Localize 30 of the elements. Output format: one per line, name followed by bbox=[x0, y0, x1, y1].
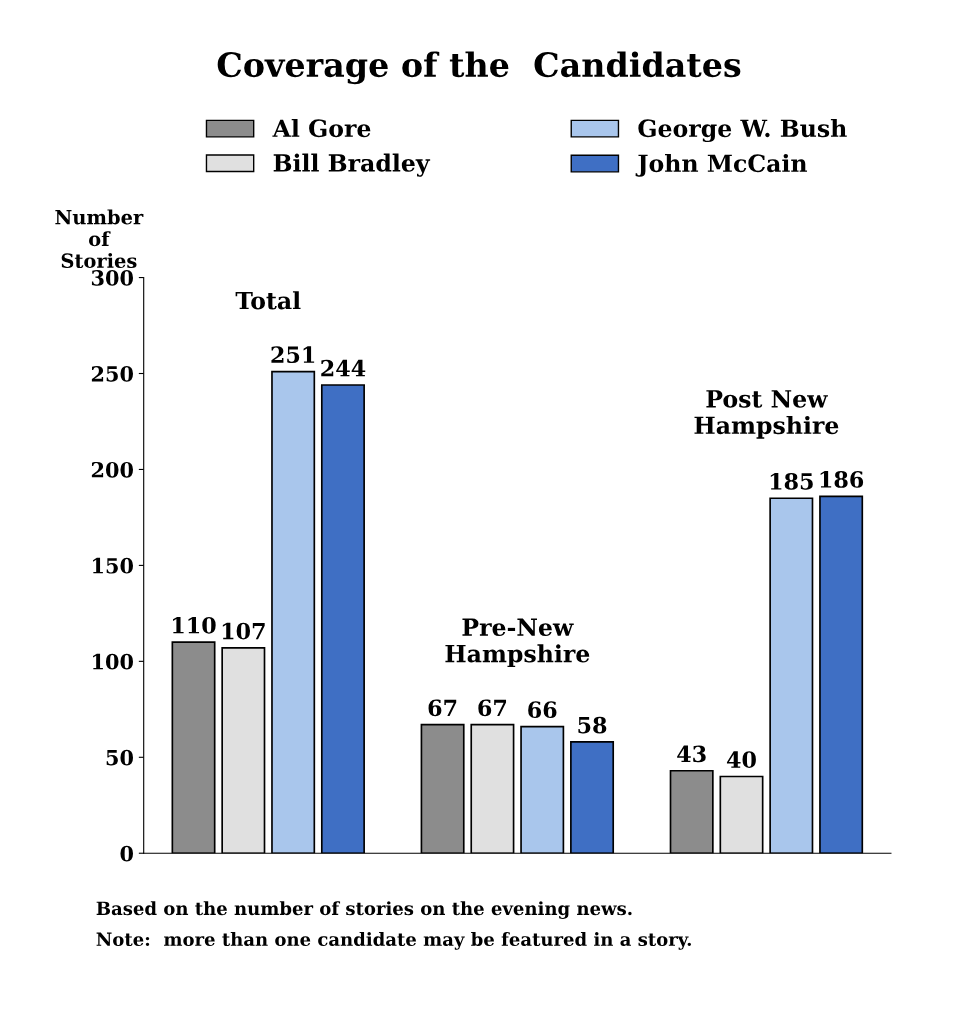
y-tick-label: 0 bbox=[120, 845, 133, 862]
data-label: 186 bbox=[820, 471, 864, 488]
y-tick-label: 200 bbox=[91, 461, 133, 478]
x-tick-label: Post New Hampshire bbox=[694, 390, 839, 439]
legend-label: John McCain bbox=[635, 153, 808, 177]
y-tick-label: 250 bbox=[91, 365, 133, 382]
legend-label: Al Gore bbox=[272, 118, 371, 138]
chart-title: Coverage of the Candidates bbox=[217, 51, 741, 85]
data-label: 185 bbox=[770, 472, 813, 490]
legend-label: Bill Bradley bbox=[273, 153, 431, 177]
y-tick-label: 100 bbox=[93, 653, 133, 670]
data-label: 107 bbox=[222, 622, 265, 640]
y-tick-label: 50 bbox=[106, 749, 133, 766]
data-label: 67 bbox=[428, 699, 457, 717]
x-tick-label: Pre-New Hampshire bbox=[445, 618, 590, 668]
data-label: 66 bbox=[528, 701, 557, 719]
data-label: 110 bbox=[173, 616, 216, 634]
data-label: 43 bbox=[677, 745, 706, 763]
y-axis-title: Number of Stories bbox=[55, 209, 144, 269]
legend-label: George W. Bush bbox=[638, 118, 847, 143]
y-tick-label: 300 bbox=[91, 270, 133, 286]
text: Note: more than one candidate may be featured in a story. bbox=[96, 932, 691, 950]
data-label: 40 bbox=[726, 751, 756, 769]
y-tick-label: 150 bbox=[93, 557, 133, 574]
data-label: 67 bbox=[478, 699, 507, 717]
data-label: 58 bbox=[578, 716, 607, 734]
data-label: 251 bbox=[271, 346, 315, 364]
text: Based on the number of stories on the evening news. bbox=[96, 901, 632, 919]
data-label: 244 bbox=[321, 359, 366, 377]
x-tick-label: Total bbox=[235, 291, 301, 310]
